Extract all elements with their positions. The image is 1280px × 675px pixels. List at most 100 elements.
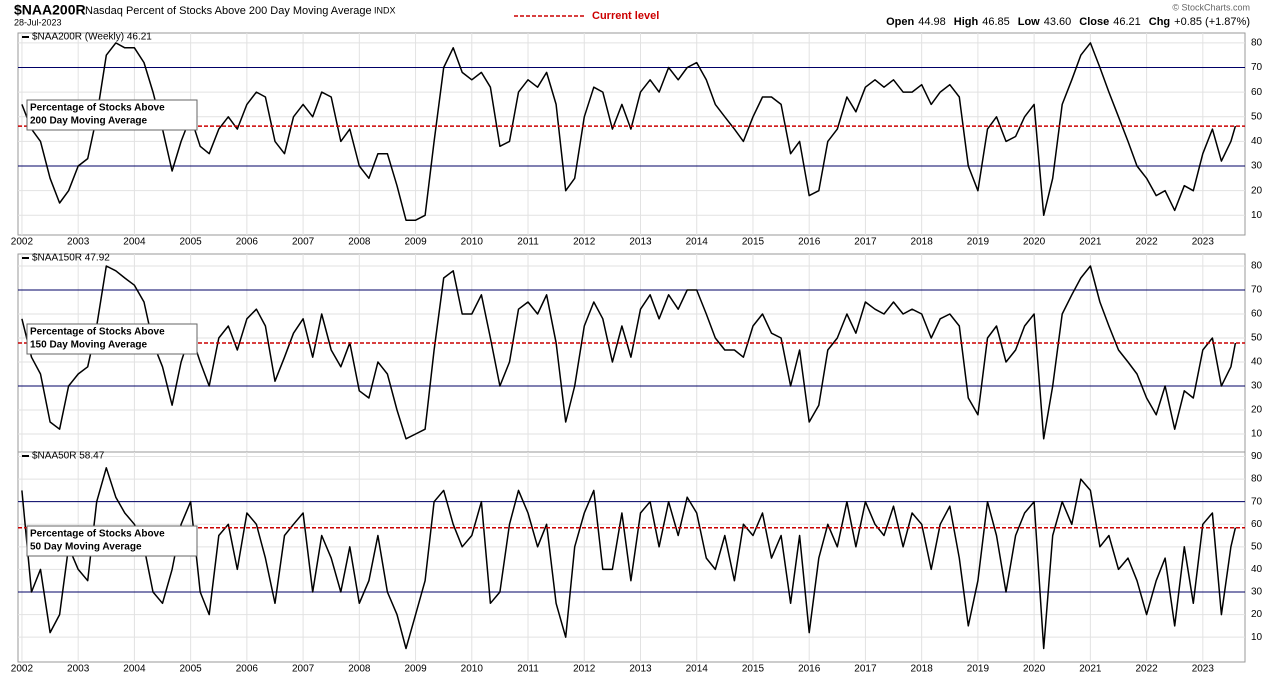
x-tick-label: 2012 <box>573 664 596 675</box>
y-tick-label: 90 <box>1251 451 1263 462</box>
x-tick-label: 2007 <box>292 664 315 675</box>
x-tick-label: 2020 <box>1023 664 1046 675</box>
annotation-text: Percentage of Stocks Above <box>30 103 165 114</box>
x-tick-label: 2008 <box>348 664 371 675</box>
annotation-text: 50 Day Moving Average <box>30 542 142 553</box>
legend-label: $NAA150R 47.92 <box>32 253 110 264</box>
y-tick-label: 60 <box>1251 309 1263 320</box>
plot-area <box>17 451 1246 663</box>
y-tick-label: 50 <box>1251 541 1263 552</box>
y-tick-label: 40 <box>1251 357 1263 368</box>
x-tick-label: 2003 <box>67 664 90 675</box>
y-tick-label: 10 <box>1251 210 1263 221</box>
x-tick-label: 2007 <box>292 237 315 248</box>
x-tick-label: 2019 <box>967 664 990 675</box>
annotation-box <box>26 99 198 131</box>
quote-label: Chg <box>1149 16 1170 28</box>
plot-area <box>17 32 1246 236</box>
exchange: INDX <box>374 5 396 15</box>
y-tick-label: 20 <box>1251 609 1263 620</box>
quote-label: High <box>954 16 979 28</box>
y-tick-label: 40 <box>1251 136 1263 147</box>
quote-label: Low <box>1018 16 1040 28</box>
x-tick-label: 2010 <box>461 664 484 675</box>
x-tick-label: 2018 <box>911 237 934 248</box>
x-tick-label: 2013 <box>629 237 652 248</box>
legend-label: $NAA200R (Weekly) 46.21 <box>32 32 152 43</box>
x-tick-label: 2006 <box>236 664 259 675</box>
y-tick-label: 10 <box>1251 429 1263 440</box>
x-tick-label: 2013 <box>629 664 652 675</box>
x-tick-label: 2016 <box>798 237 821 248</box>
x-tick-label: 2014 <box>686 237 709 248</box>
x-tick-label: 2008 <box>348 237 371 248</box>
y-tick-label: 20 <box>1251 405 1263 416</box>
x-tick-label: 2005 <box>180 237 203 248</box>
x-tick-label: 2020 <box>1023 237 1046 248</box>
x-tick-label: 2016 <box>798 664 821 675</box>
subtitle: Nasdaq Percent of Stocks Above 200 Day M… <box>85 5 372 17</box>
y-tick-label: 70 <box>1251 496 1263 507</box>
x-tick-label: 2012 <box>573 237 596 248</box>
x-tick-label: 2005 <box>180 664 203 675</box>
y-tick-label: 10 <box>1251 632 1263 643</box>
x-tick-label: 2015 <box>742 664 765 675</box>
y-tick-label: 70 <box>1251 62 1263 73</box>
quote-value: +0.85 (+1.87%) <box>1174 16 1250 28</box>
y-tick-label: 30 <box>1251 161 1263 172</box>
x-tick-label: 2006 <box>236 237 259 248</box>
annotation-text: Percentage of Stocks Above <box>30 327 165 338</box>
x-tick-label: 2009 <box>404 237 427 248</box>
x-tick-label: 2022 <box>1135 237 1158 248</box>
quote-value: 44.98 <box>918 16 946 28</box>
quote-value: 46.21 <box>1113 16 1141 28</box>
x-tick-label: 2011 <box>517 664 539 675</box>
legend-label: $NAA50R 58.47 <box>32 451 105 462</box>
y-tick-label: 30 <box>1251 587 1263 598</box>
x-tick-label: 2002 <box>11 664 34 675</box>
copyright: © StockCharts.com <box>1172 2 1250 12</box>
x-tick-label: 2023 <box>1192 237 1215 248</box>
quote-value: 46.85 <box>982 16 1010 28</box>
annotation-box <box>26 323 198 355</box>
y-tick-label: 70 <box>1251 285 1263 296</box>
x-tick-label: 2004 <box>123 237 146 248</box>
y-tick-label: 60 <box>1251 87 1263 98</box>
x-tick-label: 2015 <box>742 237 765 248</box>
quote-label: Close <box>1079 16 1109 28</box>
quote-label: Open <box>886 16 914 28</box>
x-tick-label: 2010 <box>461 237 484 248</box>
legend-label: Current level <box>592 10 659 22</box>
symbol: $NAA200R <box>14 2 86 18</box>
x-tick-label: 2003 <box>67 237 90 248</box>
x-tick-label: 2009 <box>404 664 427 675</box>
x-tick-label: 2023 <box>1192 664 1215 675</box>
y-tick-label: 80 <box>1251 474 1263 485</box>
quote-value: 43.60 <box>1044 16 1072 28</box>
series-line <box>21 265 1237 440</box>
date: 28-Jul-2023 <box>14 17 62 27</box>
x-tick-label: 2017 <box>854 664 877 675</box>
x-tick-label: 2014 <box>686 664 709 675</box>
y-tick-label: 60 <box>1251 519 1263 530</box>
annotation-text: 200 Day Moving Average <box>30 116 148 127</box>
y-tick-label: 80 <box>1251 261 1263 272</box>
x-tick-label: 2017 <box>854 237 877 248</box>
y-tick-label: 80 <box>1251 37 1263 48</box>
y-tick-label: 40 <box>1251 564 1263 575</box>
quote: Open 44.98 High 46.85 Low 43.60 Close 46.21 Chg +… <box>886 16 1250 28</box>
y-tick-label: 50 <box>1251 333 1263 344</box>
series-line <box>21 42 1237 221</box>
x-tick-label: 2004 <box>123 664 146 675</box>
annotation-text: Percentage of Stocks Above <box>30 529 165 540</box>
annotation-box <box>26 525 198 557</box>
x-tick-label: 2011 <box>517 237 539 248</box>
annotation-text: 150 Day Moving Average <box>30 340 148 351</box>
x-tick-label: 2018 <box>911 664 934 675</box>
x-tick-label: 2021 <box>1079 237 1102 248</box>
y-tick-label: 30 <box>1251 381 1263 392</box>
x-tick-label: 2002 <box>11 237 34 248</box>
x-tick-label: 2021 <box>1079 664 1102 675</box>
x-tick-label: 2022 <box>1135 664 1158 675</box>
